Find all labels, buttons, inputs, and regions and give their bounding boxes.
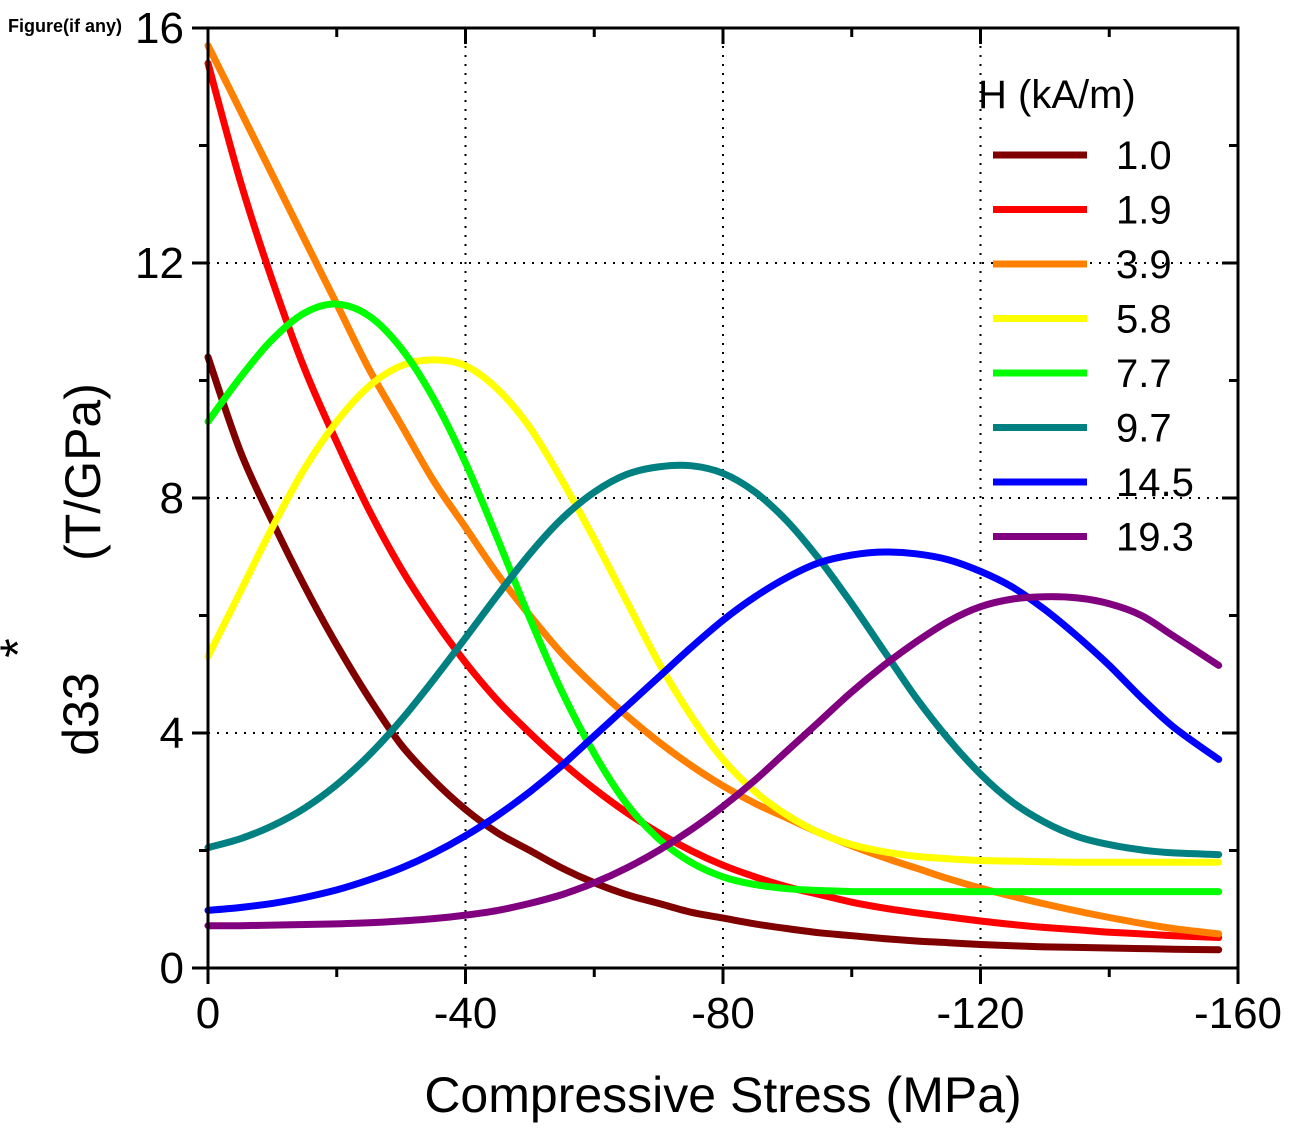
y-axis-title-superscript: *: [0, 638, 46, 657]
series-line-9.7: [204, 461, 1223, 859]
y-tick-label: 12: [135, 239, 184, 288]
series-lines: [204, 42, 1223, 954]
x-tick-label: -80: [691, 989, 755, 1038]
series-line-3.9: [204, 42, 1223, 938]
tick-labels: 0 -40 -80 -120 -160 0 4 8 12 16: [135, 4, 1282, 1038]
legend-label-1.0: 1.0: [1116, 134, 1172, 178]
legend-label-19.3: 19.3: [1116, 516, 1194, 560]
y-axis-title-unit: (T/GPa): [55, 383, 111, 561]
series-line-1.0: [204, 353, 1223, 954]
x-tick-label: 0: [196, 989, 220, 1038]
legend-title: H (kA/m): [978, 73, 1136, 117]
legend: H (kA/m) 1.0 1.9 3.9 5.8 7.7 9.7 14.5 19.3: [978, 73, 1194, 560]
x-tick-label: -120: [936, 989, 1024, 1038]
legend-label-3.9: 3.9: [1116, 243, 1172, 287]
series-line-7.7: [204, 300, 1223, 896]
x-tick-label: -40: [434, 989, 498, 1038]
y-tick-label: 16: [135, 4, 184, 53]
series-line-14.5: [204, 548, 1223, 914]
series-line-19.3: [204, 593, 1223, 930]
y-axis-title: d33 * (T/GPa): [0, 383, 111, 756]
legend-label-14.5: 14.5: [1116, 461, 1194, 505]
y-tick-label: 0: [160, 944, 184, 993]
series-line-1.9: [204, 59, 1223, 941]
x-tick-label: -160: [1194, 989, 1282, 1038]
x-axis-title: Compressive Stress (MPa): [424, 1067, 1021, 1123]
series-line-5.8: [204, 356, 1223, 866]
figure-label: Figure(if any): [8, 16, 123, 36]
axes: [192, 26, 1240, 984]
y-tick-label: 8: [160, 474, 184, 523]
legend-label-1.9: 1.9: [1116, 189, 1172, 233]
legend-label-7.7: 7.7: [1116, 352, 1172, 396]
y-axis-title-main: d33: [53, 672, 109, 755]
legend-label-5.8: 5.8: [1116, 298, 1172, 342]
legend-label-9.7: 9.7: [1116, 407, 1172, 451]
y-tick-label: 4: [160, 709, 184, 758]
